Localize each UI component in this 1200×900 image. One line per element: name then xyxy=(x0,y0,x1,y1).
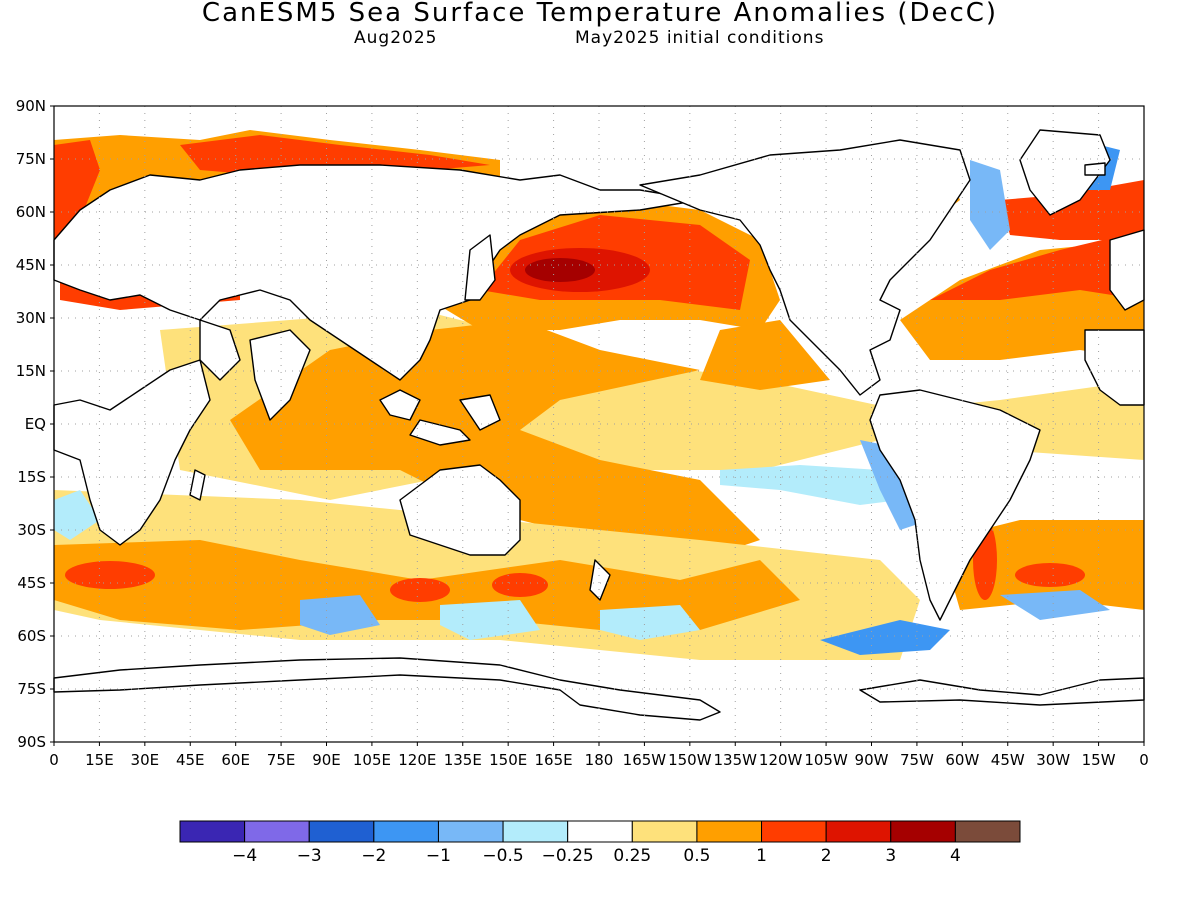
colorbar-swatch xyxy=(890,820,956,843)
colorbar-label: −2 xyxy=(361,846,386,866)
axis-ticks xyxy=(50,105,1145,746)
colorbar-label: 3 xyxy=(885,846,896,866)
lat-label: 30S xyxy=(17,521,46,539)
colorbar-label: 0.5 xyxy=(683,846,710,866)
lon-label: 165E xyxy=(535,751,573,769)
lat-label: 75N xyxy=(16,150,46,168)
lon-label: 75W xyxy=(900,751,934,769)
lat-label: 60N xyxy=(16,203,46,221)
lat-lon-grid xyxy=(54,106,1144,742)
lat-label: 15N xyxy=(16,362,46,380)
colorbar-label: −0.5 xyxy=(482,846,523,866)
initial-conditions: May2025 initial conditions xyxy=(575,28,825,48)
latitude-labels: 90N 75N 60N 45N 30N 15N EQ 15S 30S 45S 60S 75S 90S xyxy=(16,97,46,751)
lon-label: 90W xyxy=(855,751,889,769)
lat-label: 30N xyxy=(16,309,46,327)
lat-label: EQ xyxy=(25,415,46,433)
colorbar-label: −4 xyxy=(232,846,257,866)
lat-label: 75S xyxy=(17,680,46,698)
lat-label: 60S xyxy=(17,627,46,645)
colorbar-label: −1 xyxy=(426,846,451,866)
colorbar xyxy=(179,820,1021,843)
lon-label: 135E xyxy=(444,751,482,769)
lon-label: 165W xyxy=(623,751,667,769)
colorbar-swatch xyxy=(244,820,310,843)
lon-label: 90E xyxy=(312,751,341,769)
lon-label: 120W xyxy=(759,751,803,769)
colorbar-swatch xyxy=(825,820,892,843)
colorbar-label: 1 xyxy=(756,846,767,866)
lon-label: 15E xyxy=(85,751,114,769)
lon-label: 150W xyxy=(668,751,712,769)
lat-label: 90S xyxy=(17,733,46,751)
lon-label: 135W xyxy=(714,751,758,769)
colorbar-swatch xyxy=(696,820,763,843)
colorbar-swatch xyxy=(761,820,827,843)
land-outlines xyxy=(53,129,1145,721)
colorbar-label: 0.25 xyxy=(613,846,651,866)
colorbar-swatch xyxy=(437,820,504,843)
colorbar-swatch xyxy=(631,820,698,843)
lon-label: 105W xyxy=(804,751,848,769)
colorbar-swatch xyxy=(567,820,633,843)
colorbar-swatch xyxy=(308,820,375,843)
colorbar-label: −3 xyxy=(297,846,322,866)
lon-label: 0 xyxy=(49,751,59,769)
lon-label: 150E xyxy=(489,751,527,769)
colorbar-swatch xyxy=(179,820,246,843)
colorbar-swatch xyxy=(502,820,569,843)
colorbar-label: 4 xyxy=(950,846,961,866)
lat-label: 45N xyxy=(16,256,46,274)
lon-label: 75E xyxy=(267,751,296,769)
lon-label: 30E xyxy=(131,751,160,769)
valid-month: Aug2025 xyxy=(354,28,438,48)
lon-label: 45W xyxy=(991,751,1025,769)
lat-label: 15S xyxy=(17,468,46,486)
lon-label: 45E xyxy=(176,751,205,769)
lon-label: 120E xyxy=(398,751,436,769)
lat-label: 90N xyxy=(16,97,46,115)
colorbar-label: −0.25 xyxy=(542,846,594,866)
lon-label: 30W xyxy=(1036,751,1070,769)
colorbar-swatch xyxy=(373,820,439,843)
map-title: CanESM5 Sea Surface Temperature Anomalie… xyxy=(201,0,999,28)
colorbar-labels: −4 −3 −2 −1 −0.5 −0.25 0.25 0.5 1 2 3 4 xyxy=(232,846,961,866)
lon-label: 60E xyxy=(221,751,250,769)
longitude-labels: 0 15E 30E 45E 60E 75E 90E 105E 120E 135E 150E 165E 1… xyxy=(49,751,1149,769)
lon-label: 15W xyxy=(1082,751,1116,769)
lon-label: 105E xyxy=(353,751,391,769)
lon-label: 0 xyxy=(1139,751,1149,769)
lat-label: 45S xyxy=(17,574,46,592)
colorbar-label: 2 xyxy=(821,846,832,866)
colorbar-swatch xyxy=(954,820,1021,843)
lon-label: 60W xyxy=(945,751,979,769)
lon-label: 180 xyxy=(585,751,614,769)
